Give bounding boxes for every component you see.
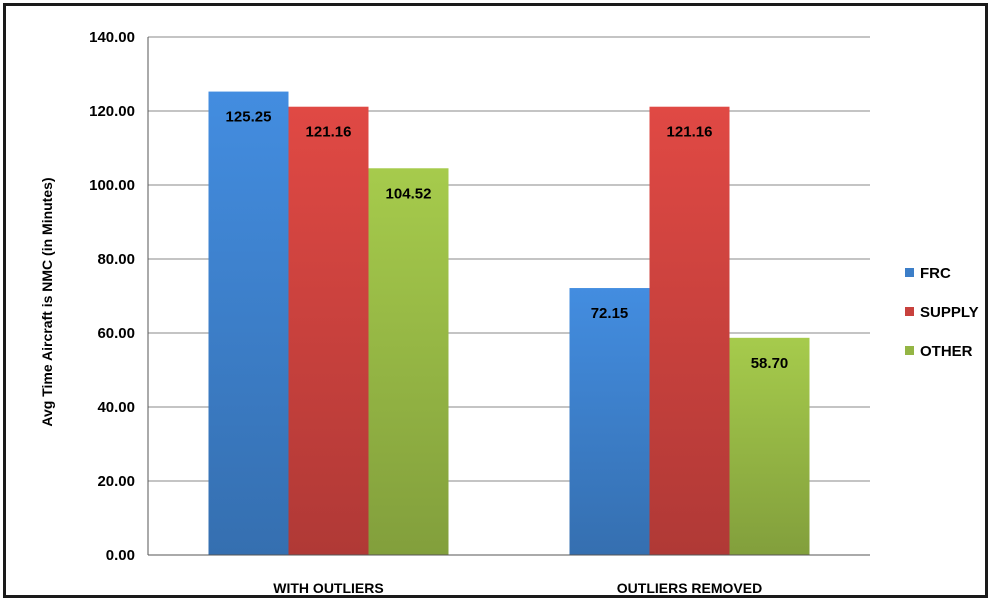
bars [208,91,810,555]
y-tick-label: 40.00 [97,399,135,416]
data-labels: 125.25 121.16 104.52 72.15 121.16 58.70 [226,109,789,372]
bar-frc-0 [208,91,289,555]
bar-chart: 0.00 20.00 40.00 60.00 80.00 100.00 120.00 140.… [39,29,979,596]
x-category-label: WITH OUTLIERS [273,580,383,596]
axes [147,37,870,556]
bar-frc-1 [569,288,650,555]
data-label: 121.16 [306,124,352,141]
data-label: 104.52 [386,185,432,202]
legend-label-supply: SUPPLY [920,304,979,321]
data-label: 58.70 [751,355,789,372]
y-axis-title: Avg Time Aircraft is NMC (in Minutes) [39,177,55,426]
legend-swatch-other [905,346,914,355]
bar-supply-0 [288,106,369,555]
y-axis-ticks: 0.00 20.00 40.00 60.00 80.00 100.00 120.00 140.… [89,29,135,564]
y-tick-label: 60.00 [97,325,135,342]
y-tick-label: 0.00 [106,547,135,564]
data-label: 72.15 [591,305,629,322]
y-tick-label: 120.00 [89,103,135,120]
y-tick-label: 20.00 [97,473,135,490]
data-label: 125.25 [226,109,272,126]
y-tick-label: 80.00 [97,251,135,268]
legend-label-other: OTHER [920,343,973,360]
legend-swatch-supply [905,307,914,316]
legend-swatch-frc [905,268,914,277]
chart-frame: 0.00 20.00 40.00 60.00 80.00 100.00 120.00 140.… [3,3,988,598]
x-category-label: OUTLIERS REMOVED [617,580,762,596]
bar-supply-1 [649,106,730,555]
y-tick-label: 140.00 [89,29,135,46]
bar-other-1 [729,337,810,555]
legend-label-frc: FRC [920,265,951,282]
x-axis-categories: WITH OUTLIERS OUTLIERS REMOVED [273,580,762,596]
data-label: 121.16 [667,124,713,141]
legend: FRC SUPPLY OTHER [905,265,979,360]
bar-other-0 [368,168,449,555]
y-tick-label: 100.00 [89,177,135,194]
